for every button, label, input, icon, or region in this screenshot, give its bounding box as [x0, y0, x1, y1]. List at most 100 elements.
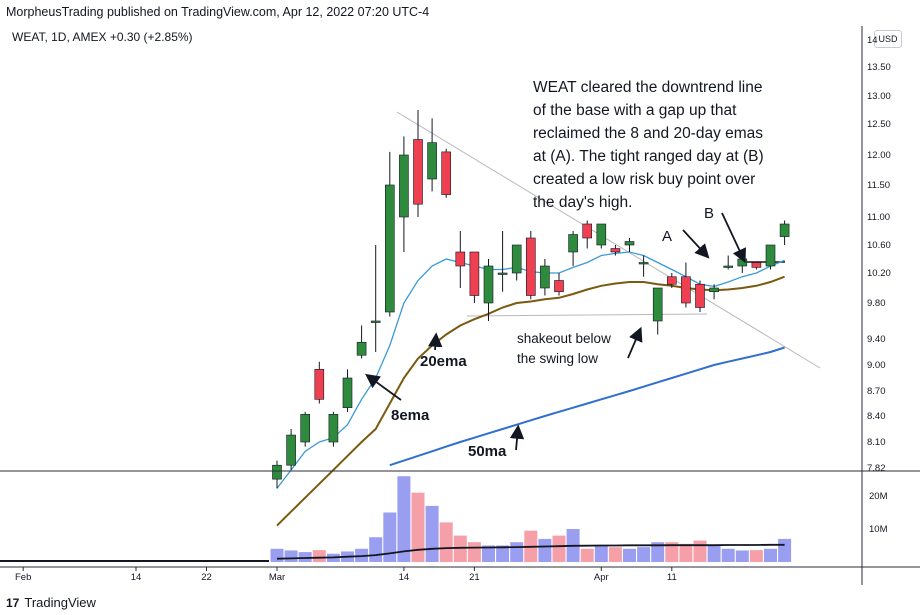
price-tick-label: 8.10 — [867, 437, 886, 448]
volume-bar — [764, 548, 777, 562]
candle — [723, 255, 734, 270]
symbol-legend: WEAT, 1D, AMEX +0.30 (+2.85%) — [12, 30, 193, 44]
candle-body — [525, 237, 536, 296]
candle — [681, 262, 691, 308]
candle-body — [666, 276, 677, 285]
price-tick-label: 9.40 — [867, 334, 886, 345]
candle-body — [511, 244, 522, 274]
note-line: WEAT cleared the downtrend line — [533, 79, 762, 96]
volume-ma-line — [276, 543, 785, 560]
candle-body — [568, 234, 578, 253]
annotations: WEAT cleared the downtrend line of the ba… — [365, 79, 764, 460]
symbol-label: WEAT, 1D, AMEX — [12, 30, 107, 44]
note-line: of the base with a gap up that — [533, 102, 737, 119]
volume-bar — [735, 550, 749, 562]
price-tick-label: 8.70 — [867, 386, 886, 397]
volume-bar — [439, 522, 453, 562]
candle — [413, 110, 423, 217]
swing-low-line — [466, 313, 708, 317]
candle-body — [695, 283, 705, 308]
arrow-shakeout-icon — [627, 326, 643, 359]
volume-bar — [637, 547, 651, 562]
axes: 7.82 8.10 8.40 8.70 9.00 9.40 9.80 10.20 10.60 11… — [0, 26, 920, 585]
volume-bar — [510, 542, 524, 562]
shakeout-line: shakeout below — [517, 331, 611, 346]
ema8-label: 8ema — [391, 407, 430, 424]
candle — [342, 369, 353, 412]
candle — [610, 245, 621, 256]
candle — [709, 284, 719, 300]
price-change: +0.30 (+2.85%) — [109, 30, 193, 44]
candle — [272, 460, 282, 489]
price-tick-label: 12.50 — [867, 119, 891, 130]
candle-body — [737, 258, 748, 267]
candle — [695, 280, 705, 312]
ma50-line — [389, 346, 785, 467]
arrow-a-icon — [682, 229, 710, 259]
time-tick-label: Feb — [15, 572, 31, 583]
time-tick-label: 21 — [469, 572, 480, 583]
price-tick-label: 7.82 — [867, 463, 886, 474]
candle-body — [709, 287, 719, 293]
volume-tick-label: 20M — [869, 491, 888, 502]
note-line: reclaimed the 8 and 20-day emas — [533, 125, 763, 142]
candle — [384, 151, 395, 317]
candle — [779, 220, 790, 245]
note-line: at (A). The tight ranged day at (B) — [533, 148, 764, 165]
price-tick-label: 10.20 — [867, 268, 891, 279]
candle-body — [356, 341, 367, 356]
price-tick-label: 12.00 — [867, 150, 891, 161]
candle — [441, 148, 452, 198]
volume-bar — [721, 548, 735, 562]
candle-body — [286, 434, 296, 466]
candle-body — [300, 414, 311, 443]
arrow-20ema-icon — [428, 332, 443, 351]
volume-bar — [552, 535, 566, 562]
volume-tick-label: 10M — [869, 524, 888, 535]
candle — [554, 273, 564, 296]
publisher-header: MorpheusTrading published on TradingView… — [6, 5, 430, 19]
volume-bar — [594, 545, 608, 562]
volume-bar — [369, 537, 383, 562]
candle — [582, 220, 593, 249]
candle — [427, 118, 437, 192]
label-b: B — [704, 205, 714, 222]
volume-bar — [707, 545, 721, 562]
candle-body — [483, 265, 494, 304]
time-tick-label: Apr — [594, 572, 609, 583]
volume-bar — [679, 543, 693, 562]
arrow-8ema-icon — [365, 373, 402, 401]
candle — [511, 244, 522, 281]
volume-bars — [0, 476, 792, 562]
volume-bar — [284, 550, 298, 562]
candle — [300, 411, 311, 447]
candle-body — [497, 272, 508, 275]
volume-bar — [383, 512, 397, 562]
volume-bar — [467, 542, 481, 562]
candle — [497, 231, 508, 292]
shakeout-line: the swing low — [517, 351, 598, 366]
volume-bar — [397, 476, 411, 562]
candle-body — [342, 377, 353, 408]
candle-body — [469, 251, 480, 296]
candle — [314, 361, 325, 404]
candle — [540, 259, 550, 296]
candle — [328, 411, 339, 447]
candle — [765, 244, 776, 270]
arrow-b-icon — [721, 212, 746, 264]
currency-button[interactable]: USD — [874, 30, 902, 48]
candle — [638, 255, 649, 277]
volume-bar — [270, 548, 284, 562]
footer-brand: 17 TradingView — [6, 595, 96, 610]
candle-body — [413, 139, 423, 205]
label-a: A — [662, 228, 672, 245]
candle — [356, 325, 367, 359]
price-tick-label: 8.40 — [867, 411, 886, 422]
candle-body — [610, 248, 621, 253]
candle — [666, 273, 677, 288]
candle-body — [681, 276, 691, 304]
price-tick-label: 13.00 — [867, 91, 891, 102]
candle-body — [455, 251, 466, 267]
trendlines — [396, 111, 821, 369]
